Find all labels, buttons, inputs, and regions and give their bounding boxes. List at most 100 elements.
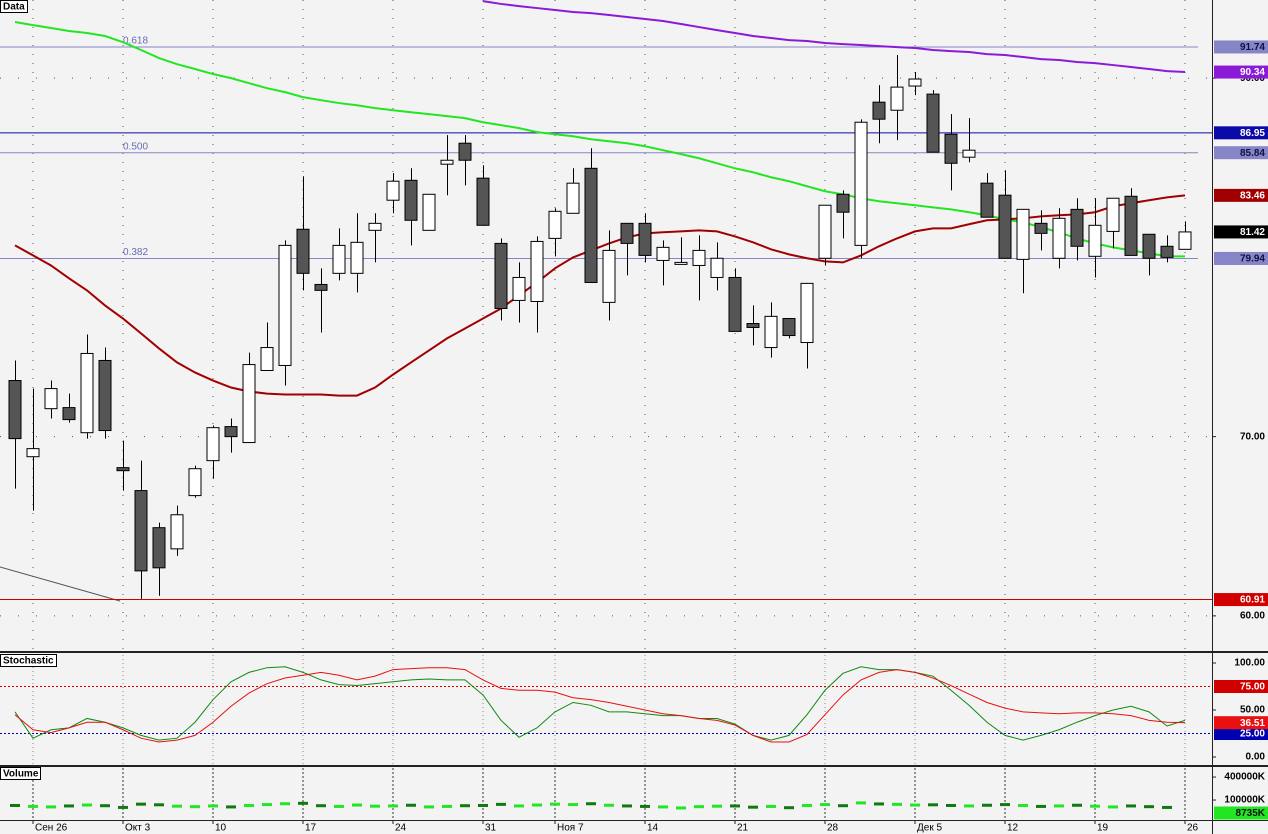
x-tick-label: 12: [1007, 823, 1019, 834]
candle-body: [674, 261, 688, 265]
volume-bar: [604, 803, 614, 807]
candle-body: [1124, 195, 1138, 256]
level-name: 0.382: [123, 247, 148, 258]
candle-body: [800, 282, 814, 344]
volume-bar: [496, 802, 506, 806]
panel-title-box: [0, 0, 28, 13]
candle-body: [188, 468, 202, 497]
candle-body: [332, 244, 346, 274]
candle-body: [980, 182, 994, 218]
panel-title-box: [0, 767, 41, 780]
volume-bar: [676, 806, 686, 810]
candle-body: [314, 283, 328, 291]
indicator-line: [482, 0, 1186, 74]
candle-body: [926, 93, 940, 153]
candle-body: [8, 380, 22, 440]
candle-body: [602, 249, 616, 303]
panel-title: Volume: [3, 769, 39, 780]
volume-bar: [244, 803, 254, 807]
candle-body: [242, 364, 256, 444]
axis-value-box: [1214, 65, 1268, 79]
axis-value-box: [1214, 593, 1268, 607]
volume-bar: [46, 805, 56, 809]
candle-body: [152, 527, 166, 569]
volume-bar: [514, 804, 524, 808]
candle-body: [440, 159, 454, 165]
axis-value-label: 8735K: [1236, 808, 1266, 819]
volume-bar: [226, 805, 236, 809]
indicator-line: [14, 194, 1186, 397]
candle-body: [1106, 197, 1120, 232]
volume-bar: [334, 804, 344, 808]
volume-bar: [946, 803, 956, 807]
candle-body: [134, 490, 148, 572]
candle-body: [260, 347, 274, 371]
axis-value-label: 91.74: [1240, 42, 1265, 53]
axis-value-box: [1214, 716, 1268, 730]
axis-value-label: 90.34: [1240, 67, 1265, 78]
stochastic-panel: [0, 655, 1212, 765]
candle-body: [350, 241, 364, 274]
candle-body: [566, 182, 580, 214]
candle-body: [80, 352, 94, 434]
axis-value-label: 60.91: [1240, 595, 1265, 606]
y-tick-label: 0.00: [1246, 752, 1266, 763]
volume-bar: [532, 803, 542, 807]
volume-bar: [82, 803, 92, 807]
volume-bar: [820, 803, 830, 807]
price-panel: 0.618 0.500 0.382: [0, 0, 1212, 651]
x-tick-label: Ноя 7: [557, 823, 584, 834]
candle-body: [764, 315, 778, 349]
volume-bar: [640, 804, 650, 808]
x-tick-label: Дек 5: [917, 823, 942, 834]
volume-bar: [28, 804, 38, 808]
volume-bar: [388, 804, 398, 808]
candle-body: [782, 318, 796, 337]
volume-bar: [424, 805, 434, 809]
x-tick-label: 10: [215, 823, 227, 834]
candle-body: [206, 427, 220, 462]
axis-value-label: 86.95: [1240, 128, 1265, 139]
candle-body: [26, 448, 40, 458]
panel-title: Data: [3, 2, 25, 13]
candle-body: [422, 193, 436, 231]
x-tick-label: Окт 3: [125, 823, 151, 834]
candle-body: [62, 407, 76, 421]
panel-title: Stochastic: [3, 656, 54, 667]
candle-body: [98, 359, 112, 432]
x-tick-label: 24: [395, 823, 407, 834]
volume-bar: [460, 804, 470, 808]
candle-body: [386, 180, 400, 201]
volume-bar: [118, 805, 128, 809]
volume-bar: [748, 805, 758, 809]
y-tick-label: 100000K: [1224, 795, 1265, 806]
volume-bar: [622, 804, 632, 808]
axis-value-box: [1214, 679, 1268, 693]
volume-bar: [766, 804, 776, 808]
candle-body: [476, 177, 490, 226]
candle-body: [278, 244, 292, 366]
volume-bar: [370, 804, 380, 808]
x-tick-label: 19: [1097, 823, 1109, 834]
volume-bar: [442, 804, 452, 808]
volume-bar: [1072, 803, 1082, 807]
volume-bar: [316, 804, 326, 808]
candle-body: [1052, 217, 1066, 259]
candle-body: [998, 194, 1012, 259]
candle-body: [548, 210, 562, 239]
axis-value-label: 25.00: [1240, 729, 1265, 740]
level-name: 0.500: [123, 141, 148, 152]
candle-body: [746, 323, 760, 328]
axis-value-label: 36.51: [1240, 718, 1265, 729]
axis-value-box: [1214, 40, 1268, 54]
volume-bar: [1108, 805, 1118, 809]
axis-value-label: 79.94: [1240, 254, 1265, 265]
candle-body: [404, 179, 418, 221]
candle-body: [728, 276, 742, 332]
y-tick-label: 400000K: [1224, 772, 1265, 783]
volume-bar: [694, 805, 704, 809]
candle-body: [1178, 231, 1192, 250]
axis-value-box: [1214, 727, 1268, 741]
volume-bar: [658, 805, 668, 809]
indicator-line: [14, 667, 1186, 743]
